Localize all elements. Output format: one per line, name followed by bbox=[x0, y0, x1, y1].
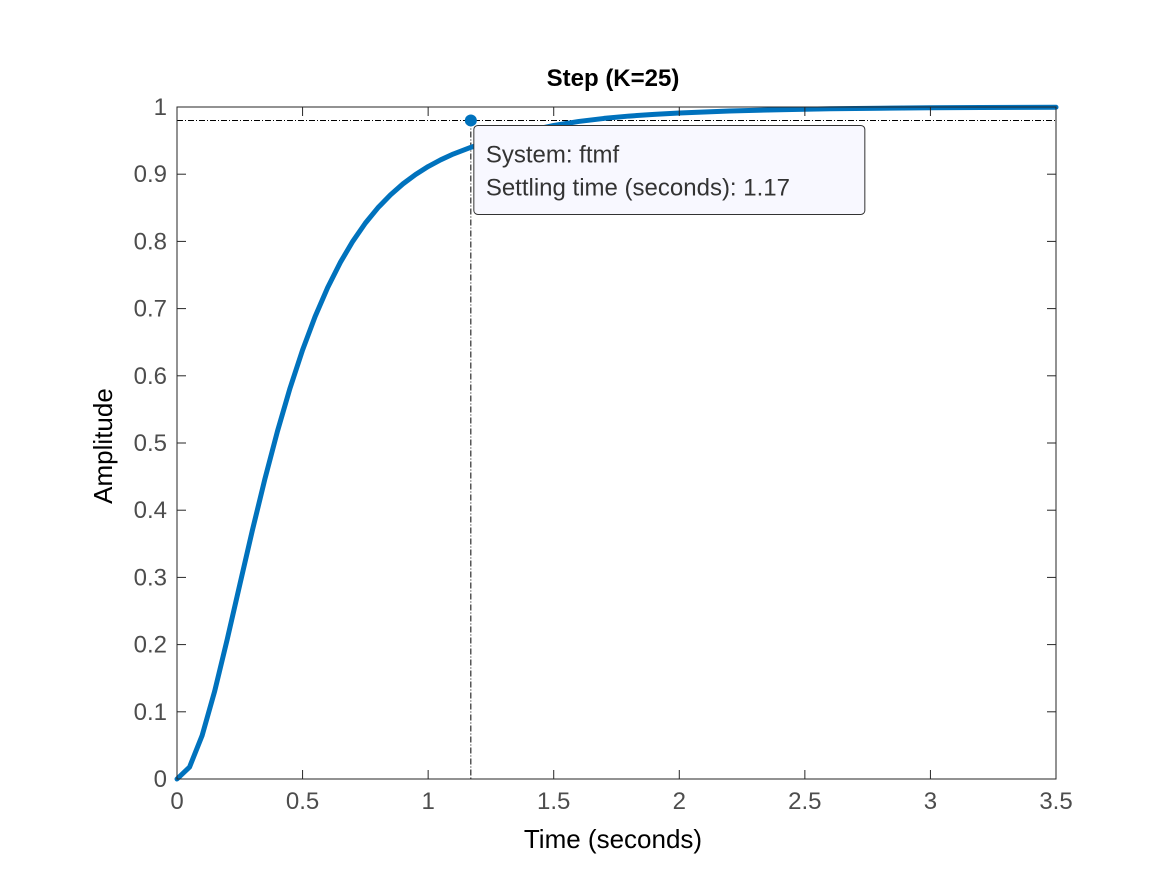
datatip-marker[interactable] bbox=[464, 114, 477, 127]
y-tick-label: 0.8 bbox=[134, 228, 167, 255]
y-tick-label: 0.5 bbox=[134, 430, 167, 457]
settling-time-datatip[interactable]: System: ftmf Settling time (seconds): 1.… bbox=[464, 114, 866, 215]
x-tick-label: 1.5 bbox=[537, 788, 570, 815]
x-tick-label: 1 bbox=[421, 788, 434, 815]
y-tick-label: 1 bbox=[154, 94, 167, 121]
datatip-box bbox=[473, 124, 866, 215]
y-tick-label: 0.6 bbox=[134, 363, 167, 390]
y-tick-label: 0.4 bbox=[134, 497, 167, 524]
y-tick-label: 0.1 bbox=[134, 699, 167, 726]
x-tick-label: 3 bbox=[924, 788, 937, 815]
y-tick-label: 0.9 bbox=[134, 161, 167, 188]
chart-title: Step (K=25) bbox=[547, 65, 680, 92]
x-tick-label: 3.5 bbox=[1039, 788, 1072, 815]
axis-ticks-group: 0 0.5 1 1.5 2 2.5 3 3.5 0 0.1 0.2 0.3 0.4 0.5 0.6 0.7 0.… bbox=[134, 94, 1073, 815]
y-tick-label: 0.3 bbox=[134, 564, 167, 591]
x-tick-label: 2.5 bbox=[788, 788, 821, 815]
step-response-series bbox=[174, 104, 1059, 782]
x-tick-label: 0 bbox=[170, 788, 183, 815]
y-tick-label: 0 bbox=[154, 766, 167, 793]
datatip-system-text: System: ftmf bbox=[486, 141, 620, 168]
y-axis-label: Amplitude bbox=[88, 388, 118, 504]
y-tick-label: 0.2 bbox=[134, 632, 167, 659]
plot-area bbox=[177, 107, 1056, 779]
x-tick-label: 2 bbox=[673, 788, 686, 815]
x-tick-label: 0.5 bbox=[286, 788, 319, 815]
x-axis-label: Time (seconds) bbox=[524, 824, 702, 854]
datatip-settling-text: Settling time (seconds): 1.17 bbox=[486, 174, 790, 201]
y-tick-label: 0.7 bbox=[134, 296, 167, 323]
step-response-line bbox=[174, 104, 1059, 782]
